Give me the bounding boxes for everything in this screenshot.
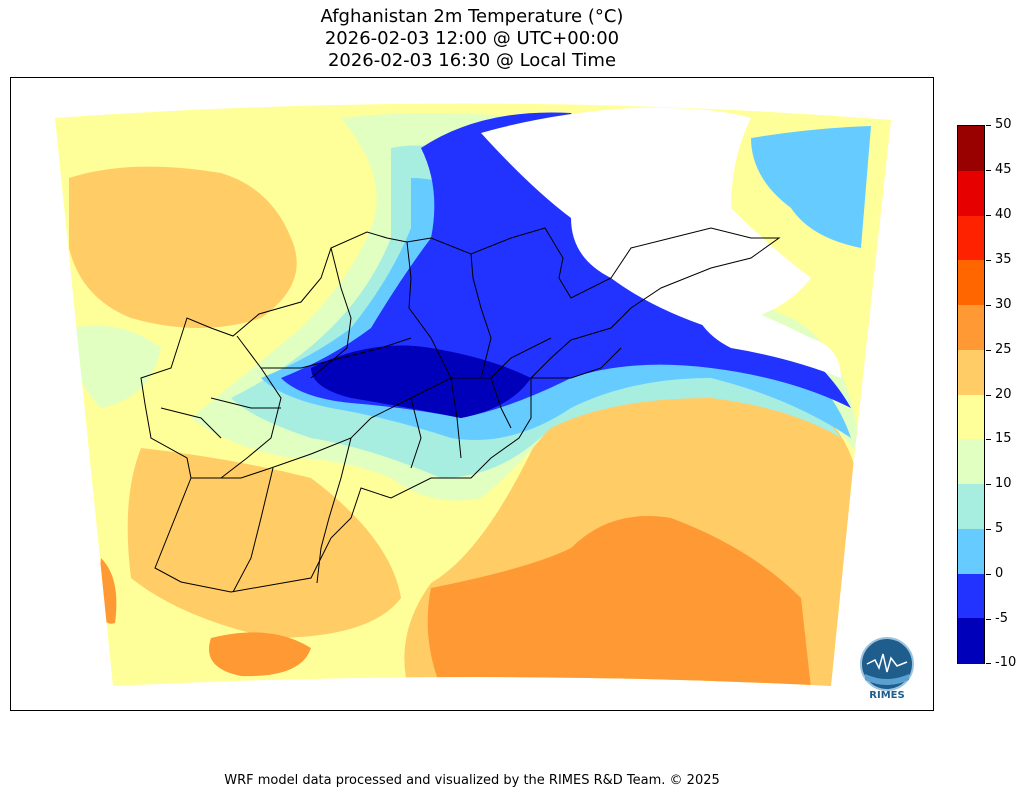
colorbar-tick <box>986 259 991 261</box>
province-line-15 <box>531 347 622 379</box>
colorbar-label: -10 <box>995 655 1017 670</box>
temperature-map <box>55 103 891 686</box>
province-line-2 <box>310 247 352 379</box>
province-line-11 <box>490 377 512 429</box>
admin-borders <box>140 227 781 593</box>
colorbar-segment <box>958 215 984 261</box>
colorbar-label: 35 <box>995 251 1012 267</box>
province-line-8 <box>370 337 552 419</box>
colorbar-tick <box>986 529 991 531</box>
title-line-2: 2026-02-03 12:00 @ UTC+00:00 <box>324 28 620 49</box>
colorbar-segment <box>958 528 984 574</box>
colorbar-label: 5 <box>995 521 1004 537</box>
field-20-25-sw <box>127 448 402 638</box>
field-below-neg10-e <box>691 288 841 378</box>
colorbar-tick <box>986 125 991 126</box>
colorbar-label: 0 <box>995 566 1004 582</box>
province-line-3 <box>406 241 452 379</box>
colorbar-segment <box>958 439 984 485</box>
colorbar-label: 20 <box>995 386 1012 402</box>
colorbar-tick <box>986 214 991 216</box>
colorbar-segment <box>958 618 984 664</box>
colorbar-label: -5 <box>995 611 1008 627</box>
province-line-9 <box>410 397 422 469</box>
province-line-1 <box>220 335 282 479</box>
colorbar-segment <box>958 394 984 440</box>
province-line-6 <box>232 467 274 593</box>
colorbar-segment <box>958 484 984 530</box>
field-0-5-ne <box>751 126 871 248</box>
logo-text: RIMES <box>869 690 904 701</box>
field-25-30-se <box>427 516 811 686</box>
province-line-7 <box>316 437 352 584</box>
province-line-14 <box>160 407 222 439</box>
colorbar-tick <box>986 349 991 351</box>
colorbar-segment <box>958 349 984 395</box>
afghanistan-border <box>140 227 781 593</box>
colorbar-tick <box>986 619 991 621</box>
colorbar-label: 30 <box>995 296 1012 312</box>
province-line-12 <box>261 337 412 369</box>
colorbar-segment <box>958 260 984 306</box>
chart-title: Afghanistan 2m Temperature (°C) 2026-02-… <box>0 6 944 72</box>
rimes-logo: RIMES <box>860 637 914 701</box>
colorbar-tick <box>986 394 991 396</box>
field-below-neg10 <box>481 107 811 328</box>
province-line-5 <box>191 417 372 479</box>
province-line-4 <box>470 253 492 379</box>
province-line-10 <box>450 377 462 459</box>
colorbar-tick <box>986 574 991 576</box>
colorbar-segment <box>958 305 984 351</box>
footer-credit: WRF model data processed and visualized … <box>224 773 720 788</box>
map-frame <box>10 77 934 711</box>
colorbar-label: 45 <box>995 161 1012 177</box>
title-line-3: 2026-02-03 16:30 @ Local Time <box>327 50 617 71</box>
field-10-15-w <box>71 325 161 408</box>
colorbar <box>957 125 985 664</box>
field-20-25-nw <box>69 166 297 328</box>
field-25-30-sw <box>209 632 311 677</box>
colorbar-label: 25 <box>995 341 1012 357</box>
colorbar-tick <box>986 169 991 171</box>
field-neg5-0-core <box>281 112 851 418</box>
colorbar-tick <box>986 304 991 306</box>
title-line-1: Afghanistan 2m Temperature (°C) <box>320 6 624 27</box>
colorbar-label: 15 <box>995 431 1012 447</box>
colorbar-segment <box>958 170 984 216</box>
colorbar-tick <box>986 663 991 664</box>
colorbar-segment <box>958 573 984 619</box>
colorbar-label: 50 <box>995 117 1012 132</box>
colorbar-label: 40 <box>995 206 1012 222</box>
field-neg10-neg5-core <box>311 345 531 418</box>
colorbar-tick <box>986 484 991 486</box>
colorbar-segment <box>958 126 984 172</box>
colorbar-label: 10 <box>995 476 1012 492</box>
colorbar-tick <box>986 439 991 441</box>
province-line-13 <box>210 397 281 409</box>
